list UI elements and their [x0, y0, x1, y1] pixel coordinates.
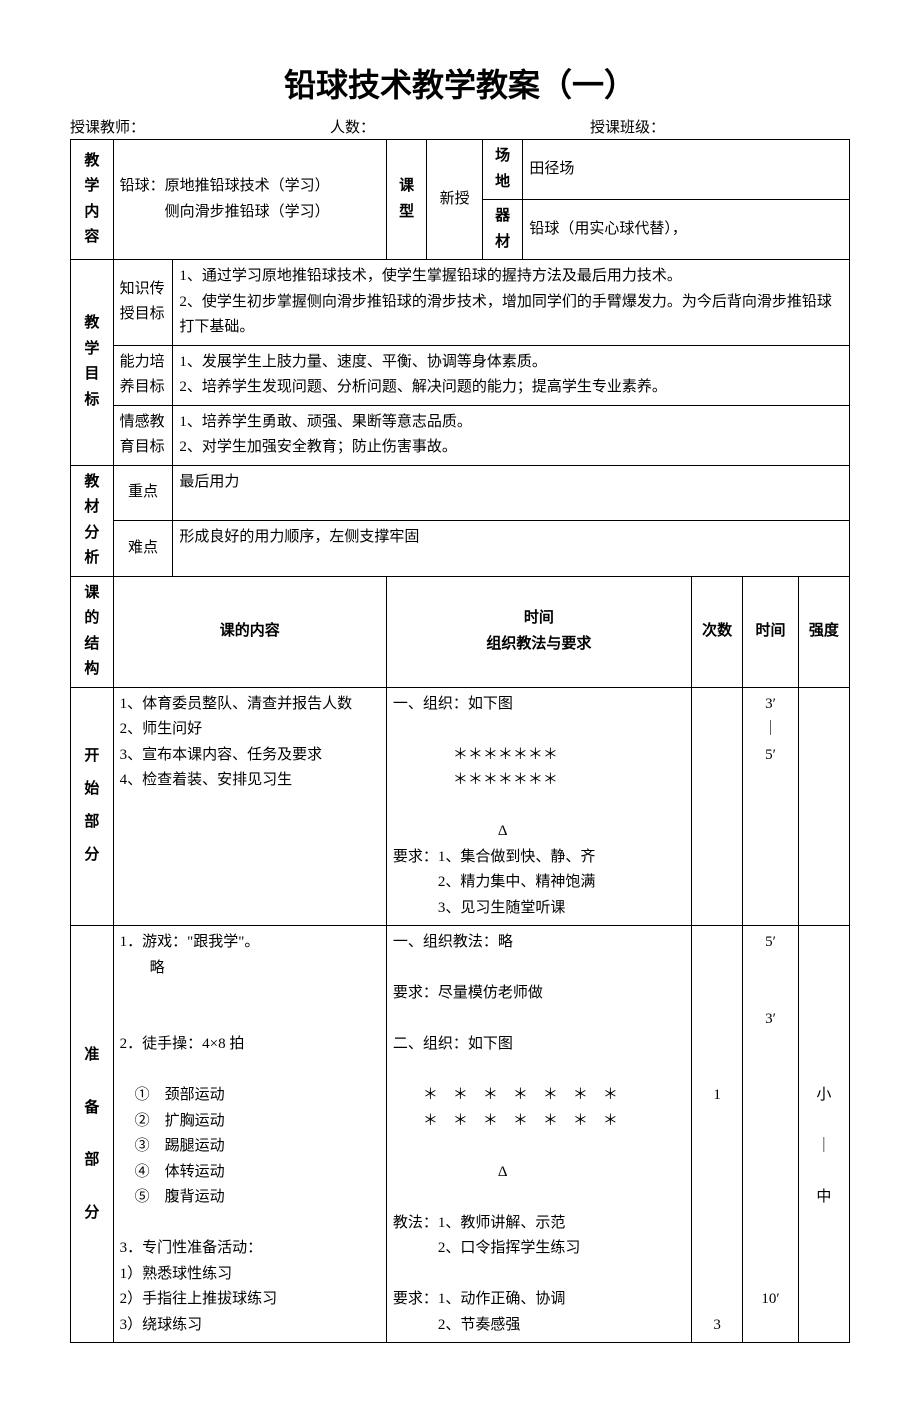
meta-line: 授课教师： 人数： 授课班级： — [70, 116, 850, 137]
equip-label: 器材 — [482, 200, 523, 260]
start-intensity — [798, 687, 849, 926]
key-text: 最后用力 — [173, 465, 850, 521]
knowledge-goal-text: 1、通过学习原地推铅球技术，使学生掌握铅球的握持方法及最后用力技术。 2、使学生… — [173, 260, 850, 346]
goals-label: 教学目标 — [77, 311, 107, 413]
ability-goal-text: 1、发展学生上肢力量、速度、平衡、协调等身体素质。 2、培养学生发现问题、分析问… — [173, 345, 850, 405]
class-label: 授课班级： — [590, 116, 850, 137]
type-label: 课型 — [386, 140, 427, 260]
prep-content: 1．游戏："跟我学"。 略 2．徒手操：4×8 拍 ① 颈部运动 ② 扩胸运动 … — [113, 926, 386, 1343]
diff-text: 形成良好的用力顺序，左侧支撑牢固 — [173, 521, 850, 577]
structure-header: 课的结构 — [71, 576, 114, 687]
lesson-plan-table: 教学内容 铅球：原地推铅球技术（学习） 侧向滑步推铅球（学习） 课型 新授 场地… — [70, 139, 850, 1343]
table-row: 教学目标 知识传授目标 1、通过学习原地推铅球技术，使学生掌握铅球的握持方法及最… — [71, 260, 850, 346]
table-row: 难点 形成良好的用力顺序，左侧支撑牢固 — [71, 521, 850, 577]
prep-count: 1 3 — [692, 926, 743, 1343]
page-title: 铅球技术教学教案（一） — [70, 60, 850, 106]
count-header: 次数 — [692, 576, 743, 687]
start-count — [692, 687, 743, 926]
table-row: 教学内容 铅球：原地推铅球技术（学习） 侧向滑步推铅球（学习） 课型 新授 场地… — [71, 140, 850, 200]
prep-method: 一、组织教法：略 要求：尽量模仿老师做 二、组织：如下图 ＊ ＊ ＊ ＊ ＊ ＊… — [386, 926, 691, 1343]
content-label: 教学内容 — [71, 140, 114, 260]
teacher-label: 授课教师： — [70, 116, 330, 137]
prep-time: 5′ 3′ 10′ — [743, 926, 798, 1343]
prep-intensity: 小 ｜ 中 — [798, 926, 849, 1343]
type-value: 新授 — [427, 140, 482, 260]
time-header: 时间 — [743, 576, 798, 687]
diff-label: 难点 — [113, 521, 173, 577]
table-row: 情感教育目标 1、培养学生勇敢、顽强、果断等意志品质。 2、对学生加强安全教育；… — [71, 405, 850, 465]
count-label: 人数： — [330, 116, 590, 137]
key-label: 重点 — [113, 465, 173, 521]
method-header: 时间 组织教法与要求 — [386, 576, 691, 687]
table-row: 课的结构 课的内容 时间 组织教法与要求 次数 时间 强度 — [71, 576, 850, 687]
emotion-goal-text: 1、培养学生勇敢、顽强、果断等意志品质。 2、对学生加强安全教育；防止伤害事故。 — [173, 405, 850, 465]
start-content: 1、体育委员整队、清查并报告人数 2、师生问好 3、宣布本课内容、任务及要求 4… — [113, 687, 386, 926]
table-row: 开 始 部 分 1、体育委员整队、清查并报告人数 2、师生问好 3、宣布本课内容… — [71, 687, 850, 926]
intensity-header: 强度 — [798, 576, 849, 687]
table-row: 能力培养目标 1、发展学生上肢力量、速度、平衡、协调等身体素质。 2、培养学生发… — [71, 345, 850, 405]
equip-value: 铅球（用实心球代替）， — [523, 200, 850, 260]
start-method: 一、组织：如下图 ＊＊＊＊＊＊＊ ＊＊＊＊＊＊＊ Δ 要求：1、集合做到快、静、… — [386, 687, 691, 926]
table-row: 准 备 部 分 1．游戏："跟我学"。 略 2．徒手操：4×8 拍 ① 颈部运动… — [71, 926, 850, 1343]
venue-label: 场地 — [482, 140, 523, 200]
emotion-goal-label: 情感教育目标 — [113, 405, 173, 465]
start-time: 3′ ｜ 5′ — [743, 687, 798, 926]
content-text: 铅球：原地推铅球技术（学习） 侧向滑步推铅球（学习） — [113, 140, 386, 260]
start-label: 开 始 部 分 — [77, 740, 107, 872]
ability-goal-label: 能力培养目标 — [113, 345, 173, 405]
content-header: 课的内容 — [113, 576, 386, 687]
table-row: 教材分析 重点 最后用力 — [71, 465, 850, 521]
venue-value: 田径场 — [523, 140, 850, 200]
analysis-label: 教材分析 — [71, 465, 114, 576]
prep-label: 准 备 部 分 — [77, 1029, 107, 1239]
knowledge-goal-label: 知识传授目标 — [113, 260, 173, 346]
